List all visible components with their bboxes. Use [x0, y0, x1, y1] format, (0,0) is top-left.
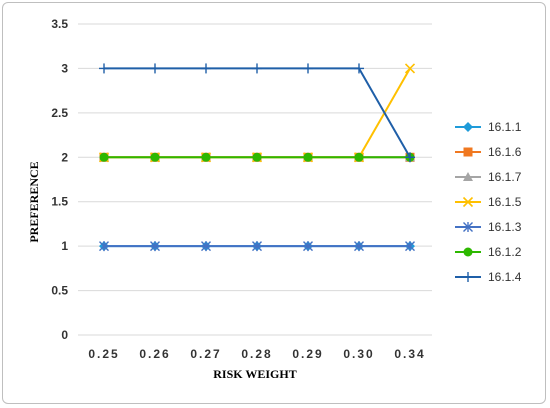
data-point [150, 63, 160, 74]
data-point [252, 152, 262, 162]
series-16-1-2 [99, 152, 415, 162]
data-point [303, 152, 313, 162]
data-point [150, 152, 160, 162]
x-tick-label: 0.25 [88, 347, 119, 361]
legend-label: 16.1.7 [488, 170, 522, 184]
series-16-1-3 [99, 241, 415, 252]
data-point [99, 152, 109, 162]
y-tick-label: 2.5 [51, 106, 68, 120]
data-point [201, 63, 211, 74]
legend: 16.1.1 16.1.6 16.1.7 16.1.5 16.1.3 16.1.2 16.1… [455, 120, 522, 284]
data-point [201, 241, 211, 252]
data-point [463, 247, 473, 257]
series-16-1-4 [99, 63, 415, 163]
legend-label: 16.1.2 [488, 245, 522, 259]
y-tick-label: 1 [61, 239, 68, 253]
data-point [99, 63, 109, 74]
legend-label: 16.1.1 [488, 120, 522, 134]
data-point [201, 152, 211, 162]
y-tick-label: 0.5 [51, 284, 68, 298]
legend-label: 16.1.3 [488, 220, 522, 234]
y-axis-title: PREFERENCE [27, 161, 41, 242]
x-tick-label: 0.34 [394, 347, 425, 361]
y-tick-label: 2 [61, 150, 68, 164]
data-point [463, 147, 473, 157]
series-lines [98, 63, 416, 252]
y-tick-label: 3.5 [51, 17, 68, 31]
data-point [303, 63, 313, 74]
data-point [252, 63, 262, 74]
data-point [150, 241, 160, 252]
x-tick-label: 0.27 [190, 347, 221, 361]
data-point [303, 241, 313, 252]
legend-item: 16.1.1 [455, 120, 522, 134]
x-tick-labels: 0.25 0.26 0.27 0.28 0.29 0.30 0.34 [88, 347, 425, 361]
data-point [99, 241, 109, 252]
data-point [354, 241, 364, 252]
data-point [463, 122, 473, 132]
x-axis-title: RISK WEIGHT [213, 367, 296, 381]
y-tick-label: 3 [61, 61, 68, 75]
legend-label: 16.1.5 [488, 195, 522, 209]
legend-item: 16.1.5 [455, 195, 522, 209]
legend-item: 16.1.6 [455, 145, 522, 159]
data-point [252, 241, 262, 252]
data-point [354, 152, 364, 162]
x-tick-label: 0.29 [292, 347, 323, 361]
legend-item: 16.1.7 [455, 170, 522, 184]
y-tick-label: 0 [61, 328, 68, 342]
data-point [354, 63, 364, 74]
data-point [405, 241, 415, 252]
y-tick-label: 1.5 [51, 195, 68, 209]
legend-item: 16.1.3 [455, 220, 522, 234]
y-tick-labels: 0 0.5 1 1.5 2 2.5 3 3.5 [51, 17, 68, 342]
data-point [463, 172, 473, 181]
data-point [462, 196, 474, 208]
data-point [405, 152, 415, 163]
legend-item: 16.1.2 [455, 245, 522, 259]
legend-label: 16.1.6 [488, 145, 522, 159]
legend-label: 16.1.4 [488, 270, 522, 284]
x-tick-label: 0.30 [343, 347, 374, 361]
data-point [463, 222, 473, 232]
x-tick-label: 0.28 [241, 347, 272, 361]
gridlines [78, 23, 432, 336]
data-point [463, 272, 473, 282]
legend-item: 16.1.4 [455, 270, 522, 284]
data-point [404, 63, 416, 74]
x-tick-label: 0.26 [139, 347, 170, 361]
